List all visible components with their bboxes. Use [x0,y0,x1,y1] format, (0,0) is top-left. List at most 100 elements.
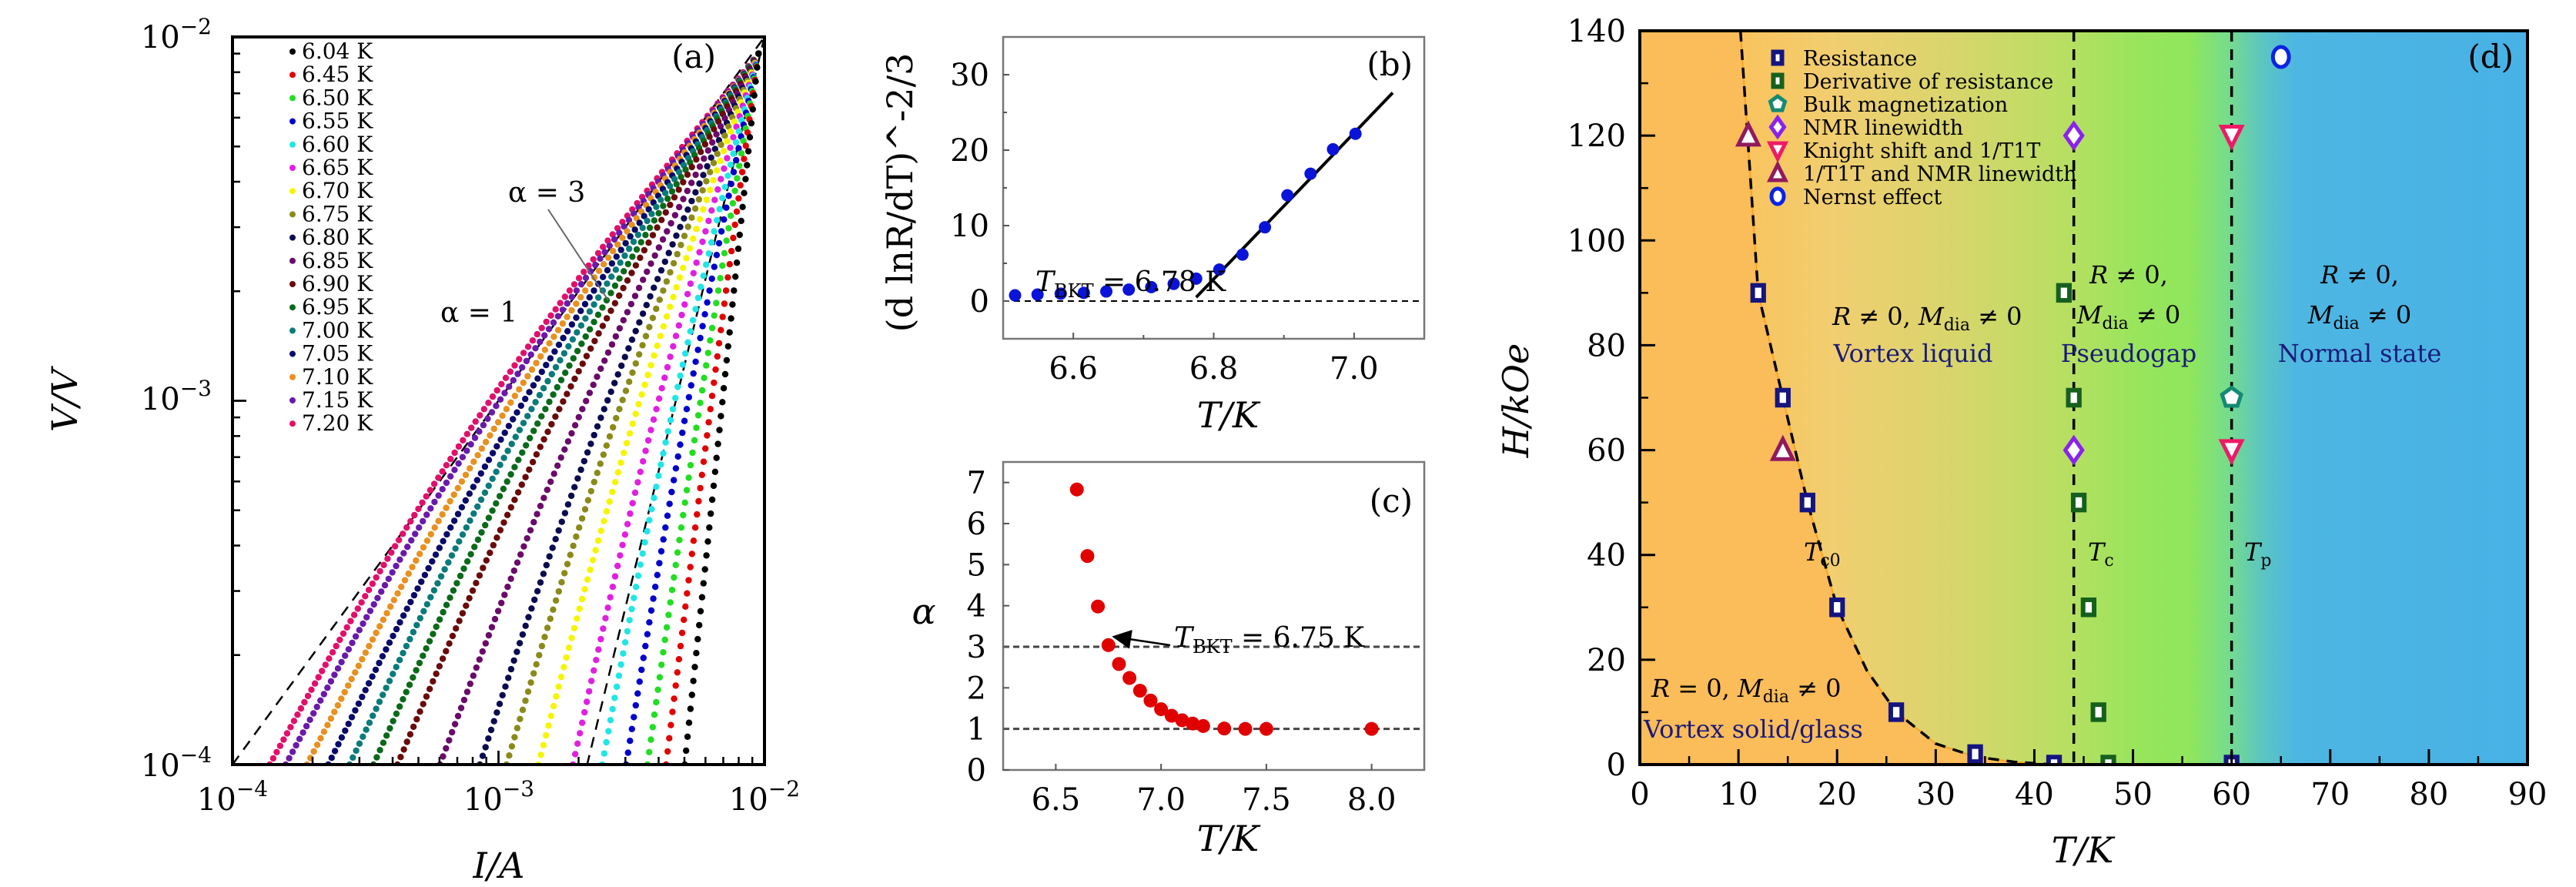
data-point [614,241,621,248]
data-point [661,374,668,381]
d-xlabel: T/K [2052,829,2116,871]
data-point [557,674,565,681]
data-point [324,721,331,728]
data-point [1217,721,1232,736]
data-point [654,224,661,231]
data-point [443,504,450,511]
data-point [600,625,607,632]
data-point [472,418,479,425]
series-bulk-magnetization [2220,385,2243,408]
data-point [591,337,598,345]
data-point [681,499,688,506]
data-point [489,475,496,482]
data-point [617,259,624,266]
data-point [725,192,732,199]
x-tick-label: 30 [1916,777,1955,812]
data-point [680,179,687,186]
data-point [523,442,530,449]
data-point [597,635,604,643]
data-point [719,313,726,320]
data-point [716,427,723,433]
data-point [2062,434,2085,466]
data-point [466,490,473,497]
data-point [645,239,652,246]
legend-marker [1766,141,1789,163]
data-point [498,599,505,607]
data-point [657,266,665,274]
data-point [306,716,313,723]
data-point [1364,721,1379,736]
data-point [473,664,480,671]
data-point [420,608,427,614]
data-point [403,524,410,531]
legend-marker [289,327,296,334]
data-point [393,710,400,718]
d-region-pg-line2: Mdia ≠ 0 [2076,300,2181,333]
data-point [674,453,681,460]
data-point [684,290,691,298]
data-point [372,666,380,674]
d-region-solid-name: Vortex solid/glass [1643,715,1863,744]
legend-label: Knight shift and 1/T1T [1803,139,2040,163]
data-point [570,355,577,362]
data-point [516,640,524,647]
data-point [684,590,691,597]
data-point [534,510,540,517]
data-point [555,341,563,348]
data-point [1238,721,1253,736]
data-point [457,572,464,580]
data-point [599,323,607,330]
data-point [359,656,366,663]
data-point [380,691,386,698]
data-point [582,333,589,340]
data-point [579,406,586,413]
data-point [718,326,724,333]
data-point [435,492,442,499]
data-point [430,631,437,638]
data-point [1750,283,1766,303]
data-point [583,353,590,360]
data-point [443,648,450,654]
data-point [590,301,597,308]
data-point [485,631,493,639]
data-point [629,420,636,427]
data-point [703,261,710,268]
data-point [606,243,613,249]
data-point [610,423,617,431]
data-point [733,259,741,266]
data-point [524,343,532,350]
fit-line [1195,92,1394,299]
data-point [712,366,719,373]
data-point [672,333,680,340]
data-point [684,171,691,178]
data-point [699,323,706,330]
data-point [454,510,462,517]
data-point [708,324,716,332]
data-point [528,366,536,373]
data-point [430,480,438,487]
data-point [574,475,581,482]
data-point [1031,288,1044,301]
data-point [1164,708,1179,723]
data-point [532,345,539,352]
data-point [695,497,702,505]
data-point [550,319,557,326]
data-point [694,412,702,419]
data-point [537,338,544,346]
data-point [691,205,699,213]
a-ytick-mid: 10−3 [141,376,212,417]
legend-marker [289,95,296,102]
data-point [497,461,503,468]
data-point [557,377,565,383]
data-point [552,306,559,313]
data-point [568,430,575,437]
data-point [373,629,380,637]
data-point [1091,599,1106,614]
data-point [485,457,493,464]
data-point [649,314,657,322]
data-point [632,701,639,709]
data-point [647,260,654,267]
data-point [633,246,641,253]
data-point [649,232,657,239]
data-point [369,580,376,587]
